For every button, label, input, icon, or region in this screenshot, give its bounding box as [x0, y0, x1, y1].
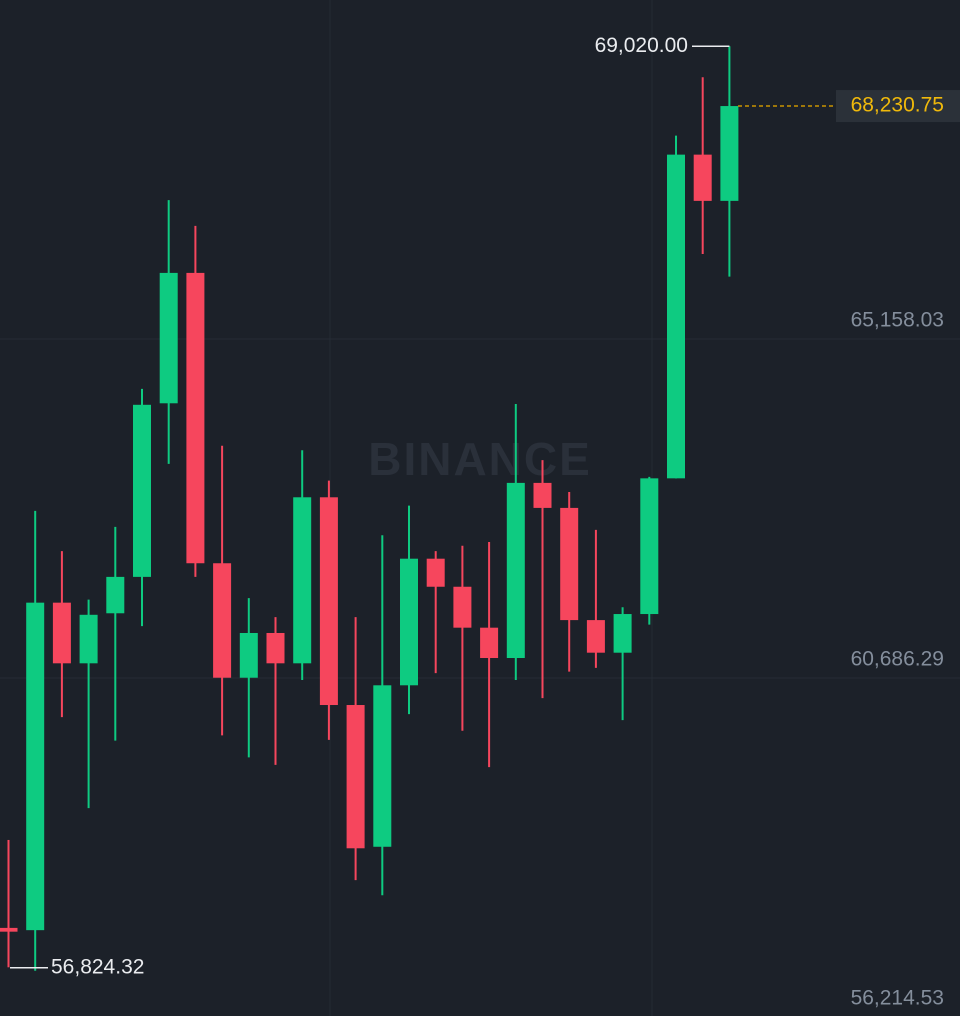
candle-body	[506, 482, 525, 659]
last-price-label: 68,230.75	[851, 94, 944, 117]
low-marker-label: 56,824.32	[51, 955, 144, 978]
candle-body	[560, 507, 579, 621]
last-price-tag	[836, 90, 960, 123]
candle-body	[667, 154, 685, 479]
high-marker-label: 69,020.00	[595, 34, 688, 57]
candle-body	[480, 627, 499, 659]
candle-body	[453, 586, 472, 628]
candle-body	[533, 482, 552, 508]
y-tick-label: 60,686.29	[851, 648, 944, 671]
candle-body	[426, 558, 445, 587]
candle-body	[400, 558, 418, 686]
candle-body	[720, 106, 739, 201]
candle-body	[213, 563, 232, 678]
candle-body	[159, 272, 178, 404]
candle-body	[79, 614, 98, 664]
candle-body	[266, 632, 285, 664]
candle-body	[293, 497, 312, 664]
candle-body	[693, 154, 712, 201]
candle-body	[26, 602, 45, 931]
watermark: BINANCE	[368, 433, 592, 485]
candle-body	[346, 705, 365, 849]
candle-body	[133, 404, 151, 577]
candle-body	[640, 478, 659, 615]
candle-body	[319, 497, 338, 706]
candle-body	[0, 927, 18, 932]
candle-body	[186, 272, 205, 564]
candle-body	[586, 620, 605, 653]
candle-body	[52, 602, 71, 664]
y-tick-label: 56,214.53	[851, 987, 944, 1010]
candle-body	[373, 685, 392, 847]
candle-body	[239, 632, 258, 678]
candle-body	[613, 614, 632, 653]
y-tick-label: 65,158.03	[851, 309, 944, 332]
candle-body	[106, 576, 125, 614]
